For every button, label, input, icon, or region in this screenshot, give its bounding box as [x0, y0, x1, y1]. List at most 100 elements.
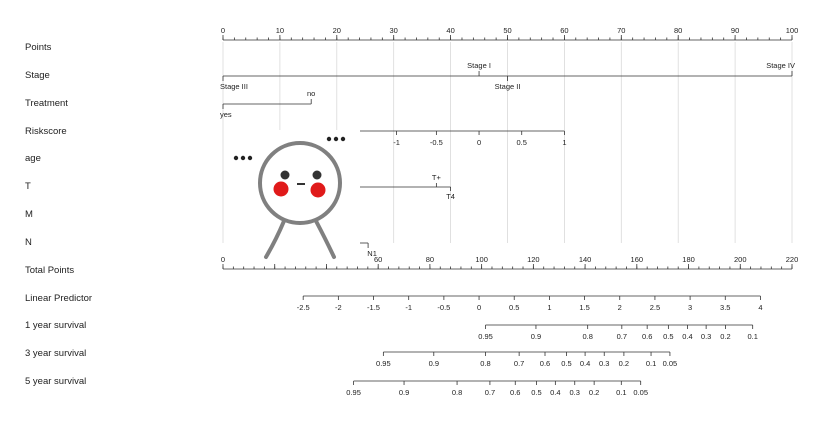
- survival_1y-tick-label: 0.8: [582, 332, 592, 341]
- cartoon-sticker-image: [226, 130, 360, 262]
- linear_predictor-tick-label: -2.5: [297, 303, 310, 312]
- row-label-m: M: [25, 209, 33, 220]
- survival_5y-tick-label: 0.95: [346, 388, 361, 397]
- t-category-label: T+: [432, 173, 442, 182]
- survival_1y-tick-label: 0.9: [531, 332, 541, 341]
- survival_5y-tick-label: 0.6: [510, 388, 520, 397]
- survival_1y-tick-label: 0.5: [663, 332, 673, 341]
- row-label-n: N: [25, 237, 32, 248]
- sticker-right-cheek: [310, 182, 326, 198]
- points-tick-label: 60: [560, 26, 568, 35]
- linear_predictor-tick-label: 3.5: [720, 303, 730, 312]
- linear_predictor-tick-label: 0.5: [509, 303, 519, 312]
- row-label-linear_predictor: Linear Predictor: [25, 293, 92, 304]
- row-label-age: age: [25, 153, 41, 164]
- survival_5y-tick-label: 0.05: [633, 388, 648, 397]
- survival_3y-tick-label: 0.5: [561, 359, 571, 368]
- total_points-tick-label: 220: [786, 255, 799, 264]
- row-label-survival_3y: 3 year survival: [25, 348, 86, 359]
- survival_3y-tick-label: 0.3: [599, 359, 609, 368]
- stage-category-label: Stage I: [467, 61, 491, 70]
- survival_5y-tick-label: 0.3: [570, 388, 580, 397]
- row-label-stage: Stage: [25, 70, 50, 81]
- linear_predictor-tick-label: 2: [618, 303, 622, 312]
- total_points-tick-label: 0: [221, 255, 225, 264]
- survival_5y-tick-label: 0.1: [616, 388, 626, 397]
- survival_3y-tick-label: 0.95: [376, 359, 391, 368]
- t-category-label: T4: [446, 192, 455, 201]
- total_points-tick-label: 200: [734, 255, 747, 264]
- linear_predictor-tick-label: 0: [477, 303, 481, 312]
- sticker-dot-left: [247, 155, 253, 161]
- row-label-riskscore: Riskscore: [25, 126, 67, 137]
- points-tick-label: 20: [333, 26, 341, 35]
- linear_predictor-tick-label: 2.5: [650, 303, 660, 312]
- survival_3y-tick-label: 0.7: [514, 359, 524, 368]
- sticker-dot-right: [326, 136, 332, 142]
- sticker-right-leg: [314, 219, 336, 259]
- sticker-dot-left: [240, 155, 246, 161]
- linear_predictor-tick-label: -2: [335, 303, 342, 312]
- sticker-left-cheek: [273, 181, 289, 197]
- treatment-category-label: no: [307, 89, 315, 98]
- sticker-right-eye: [312, 170, 322, 180]
- linear_predictor-tick-label: 1: [547, 303, 551, 312]
- linear_predictor-tick-label: -1: [405, 303, 412, 312]
- riskscore-tick-label: -0.5: [430, 138, 443, 147]
- row-label-total_points: Total Points: [25, 265, 74, 276]
- survival_3y-tick-label: 0.6: [540, 359, 550, 368]
- stage-category-label: Stage III: [220, 82, 248, 91]
- survival_3y-tick-label: 0.2: [619, 359, 629, 368]
- survival_5y-tick-label: 0.8: [452, 388, 462, 397]
- treatment-category-label: yes: [220, 110, 232, 119]
- points-tick-label: 0: [221, 26, 225, 35]
- survival_5y-tick-label: 0.2: [589, 388, 599, 397]
- riskscore-tick-label: 1: [562, 138, 566, 147]
- linear_predictor-tick-label: -0.5: [437, 303, 450, 312]
- sticker-dot-right: [340, 136, 346, 142]
- survival_5y-tick-label: 0.7: [485, 388, 495, 397]
- sticker-left-eye: [280, 170, 290, 180]
- total_points-tick-label: 120: [527, 255, 540, 264]
- total_points-tick-label: 60: [374, 255, 382, 264]
- points-tick-label: 70: [617, 26, 625, 35]
- points-tick-label: 80: [674, 26, 682, 35]
- stage-category-label: Stage IV: [766, 61, 795, 70]
- sticker-left-leg: [264, 219, 286, 259]
- linear_predictor-tick-label: -1.5: [367, 303, 380, 312]
- survival_3y-tick-label: 0.05: [663, 359, 678, 368]
- total_points-tick-label: 140: [579, 255, 592, 264]
- survival_1y-tick-label: 0.1: [747, 332, 757, 341]
- survival_1y-tick-label: 0.4: [682, 332, 692, 341]
- survival_1y-tick-label: 0.95: [478, 332, 493, 341]
- row-label-t: T: [25, 181, 31, 192]
- row-label-points: Points: [25, 42, 52, 53]
- points-tick-label: 30: [390, 26, 398, 35]
- points-tick-label: 10: [276, 26, 284, 35]
- total_points-tick-label: 160: [631, 255, 644, 264]
- linear_predictor-tick-label: 4: [758, 303, 762, 312]
- survival_3y-tick-label: 0.8: [480, 359, 490, 368]
- points-tick-label: 100: [786, 26, 799, 35]
- sticker-dot-right: [333, 136, 339, 142]
- sticker-dot-left: [233, 155, 239, 161]
- total_points-tick-label: 180: [682, 255, 695, 264]
- survival_1y-tick-label: 0.6: [642, 332, 652, 341]
- survival_1y-tick-label: 0.2: [720, 332, 730, 341]
- points-tick-label: 50: [503, 26, 511, 35]
- row-label-survival_1y: 1 year survival: [25, 320, 86, 331]
- survival_5y-tick-label: 0.9: [399, 388, 409, 397]
- row-label-survival_5y: 5 year survival: [25, 376, 86, 387]
- n-category-label: N1: [367, 249, 377, 258]
- linear_predictor-tick-label: 3: [688, 303, 692, 312]
- points-tick-label: 90: [731, 26, 739, 35]
- total_points-tick-label: 100: [475, 255, 488, 264]
- linear_predictor-tick-label: 1.5: [579, 303, 589, 312]
- points-tick-label: 40: [446, 26, 454, 35]
- survival_5y-tick-label: 0.4: [550, 388, 560, 397]
- survival_3y-tick-label: 0.9: [429, 359, 439, 368]
- total_points-tick-label: 80: [426, 255, 434, 264]
- survival_3y-tick-label: 0.4: [580, 359, 590, 368]
